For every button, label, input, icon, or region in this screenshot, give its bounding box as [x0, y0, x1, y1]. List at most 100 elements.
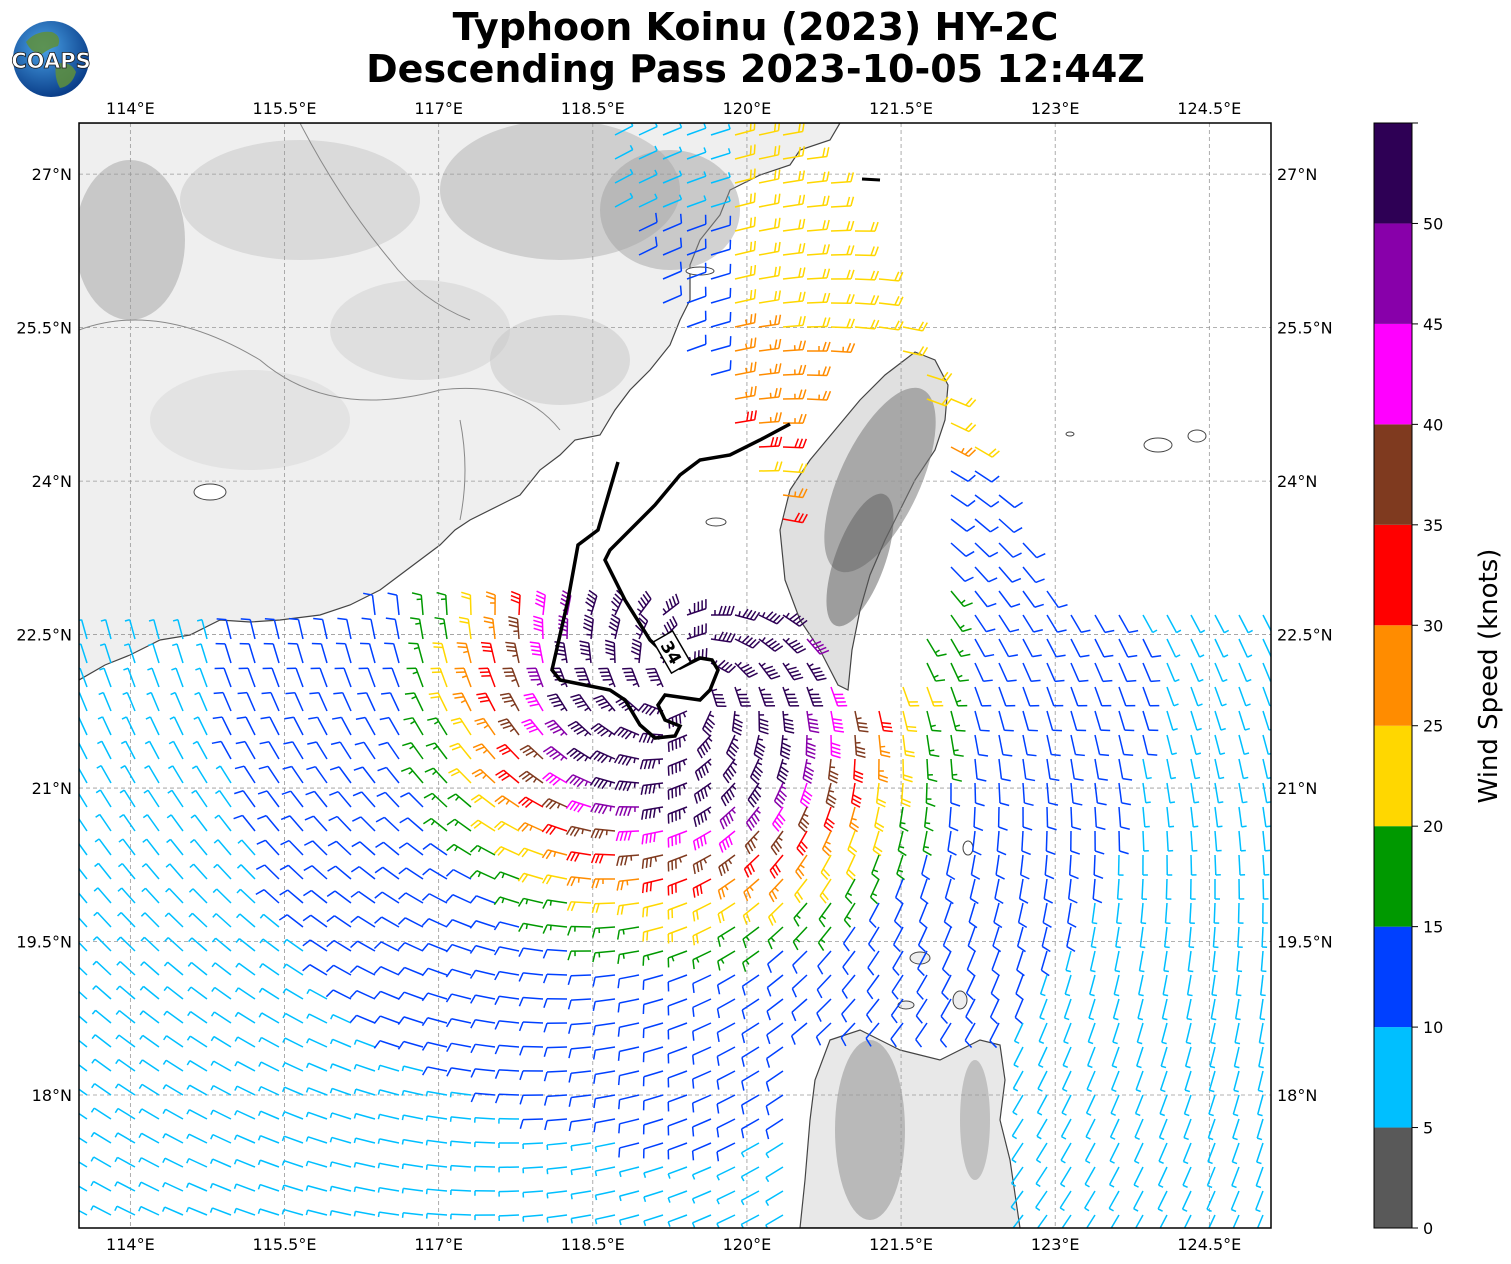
wind-barb — [1142, 734, 1158, 756]
wind-barb — [1084, 1190, 1096, 1212]
wind-barb — [853, 758, 864, 784]
wind-barb — [921, 854, 931, 881]
wind-barb — [570, 1190, 592, 1200]
wind-barb — [376, 791, 400, 808]
wind-barb — [140, 912, 160, 928]
wind-barb — [617, 1070, 640, 1086]
wind-barb — [766, 1022, 784, 1045]
wind-barb — [639, 758, 664, 770]
wind-barb — [740, 1094, 760, 1115]
wind-barb — [891, 974, 904, 1000]
wind-barb — [445, 868, 472, 880]
wind-barb — [816, 998, 832, 1022]
wind-barb — [878, 320, 904, 331]
wind-barb — [1114, 950, 1121, 973]
wind-barb — [1238, 662, 1252, 683]
wind-barb — [765, 1190, 784, 1206]
wind-barb — [1259, 974, 1266, 997]
wind-barb — [474, 1165, 496, 1172]
wind-barb — [303, 840, 328, 856]
wind-barb — [329, 1087, 352, 1096]
wind-barb — [116, 961, 136, 976]
wind-barb — [1136, 1022, 1144, 1045]
wind-barb — [1070, 758, 1084, 781]
wind-barb — [1262, 878, 1269, 900]
wind-barb — [830, 294, 855, 305]
wind-barb — [92, 960, 112, 976]
wind-barb — [950, 758, 963, 782]
wind-barb — [1257, 1094, 1264, 1117]
wind-barb — [667, 998, 688, 1016]
wind-barb — [1142, 854, 1148, 876]
wind-barb — [450, 717, 472, 736]
wind-barb — [92, 985, 112, 1000]
wind-barb — [379, 716, 400, 736]
wind-barb — [421, 893, 448, 904]
wind-barb — [519, 1094, 544, 1105]
wind-barb — [740, 1142, 760, 1158]
lat-tick-left: 27°N — [32, 165, 72, 184]
wind-barb — [115, 1034, 136, 1048]
wind-barb — [1042, 902, 1052, 928]
wind-barb — [350, 915, 376, 928]
wind-barb — [568, 1022, 592, 1034]
wind-barb — [258, 1012, 280, 1024]
wind-barb — [354, 741, 376, 760]
wind-barb — [782, 194, 806, 208]
wind-barb — [941, 974, 952, 1001]
wind-barb — [375, 841, 400, 856]
wind-barb — [284, 716, 304, 736]
wind-barb — [168, 765, 184, 784]
wind-barb — [782, 612, 808, 627]
wind-barb — [377, 1186, 400, 1193]
wind-barb — [618, 1118, 640, 1134]
wind-barb — [974, 638, 995, 658]
wind-barb — [1166, 854, 1173, 876]
wind-barb — [758, 169, 781, 184]
wind-barb — [1182, 1142, 1192, 1165]
wind-barb — [686, 334, 707, 352]
wind-barb — [974, 614, 996, 633]
wind-barb — [1189, 902, 1195, 924]
wind-barb — [421, 1041, 448, 1051]
wind-barb — [1070, 686, 1088, 707]
wind-barb — [327, 865, 352, 880]
wind-barb — [256, 839, 280, 856]
wind-barb — [1116, 878, 1123, 901]
wind-barb — [686, 262, 707, 280]
wind-barb — [874, 806, 885, 833]
wind-barb — [212, 716, 232, 736]
wind-barb — [993, 902, 1003, 929]
wind-barb — [147, 667, 160, 688]
wind-barb — [211, 962, 232, 976]
wind-barb — [1015, 974, 1024, 1001]
wind-barb — [731, 710, 743, 736]
wind-barb — [878, 758, 889, 783]
wind-barb — [622, 667, 640, 688]
wind-barb — [1190, 854, 1197, 876]
wind-barb — [782, 170, 806, 184]
wind-barb — [926, 638, 947, 657]
wind-barb — [353, 1088, 376, 1096]
wind-barb — [449, 742, 472, 760]
wind-barb — [119, 789, 136, 808]
wind-barb — [79, 842, 88, 856]
wind-barb — [796, 830, 808, 856]
wind-barb — [854, 295, 880, 306]
wind-barb — [397, 917, 424, 928]
wind-barb — [280, 839, 304, 856]
wind-barb — [974, 758, 987, 782]
wind-barb — [1142, 782, 1151, 804]
wind-barb — [142, 838, 160, 856]
wind-barb — [79, 691, 88, 712]
wind-barb — [1115, 926, 1121, 949]
wind-barb — [1039, 998, 1048, 1021]
wind-barb — [542, 924, 568, 934]
wind-barb — [617, 950, 640, 965]
wind-barb — [570, 1142, 592, 1151]
wind-barb — [334, 667, 352, 688]
wind-barb — [662, 146, 683, 160]
wind-barb — [79, 1088, 88, 1096]
wind-barb — [1187, 950, 1194, 973]
wind-barb — [474, 1190, 496, 1196]
